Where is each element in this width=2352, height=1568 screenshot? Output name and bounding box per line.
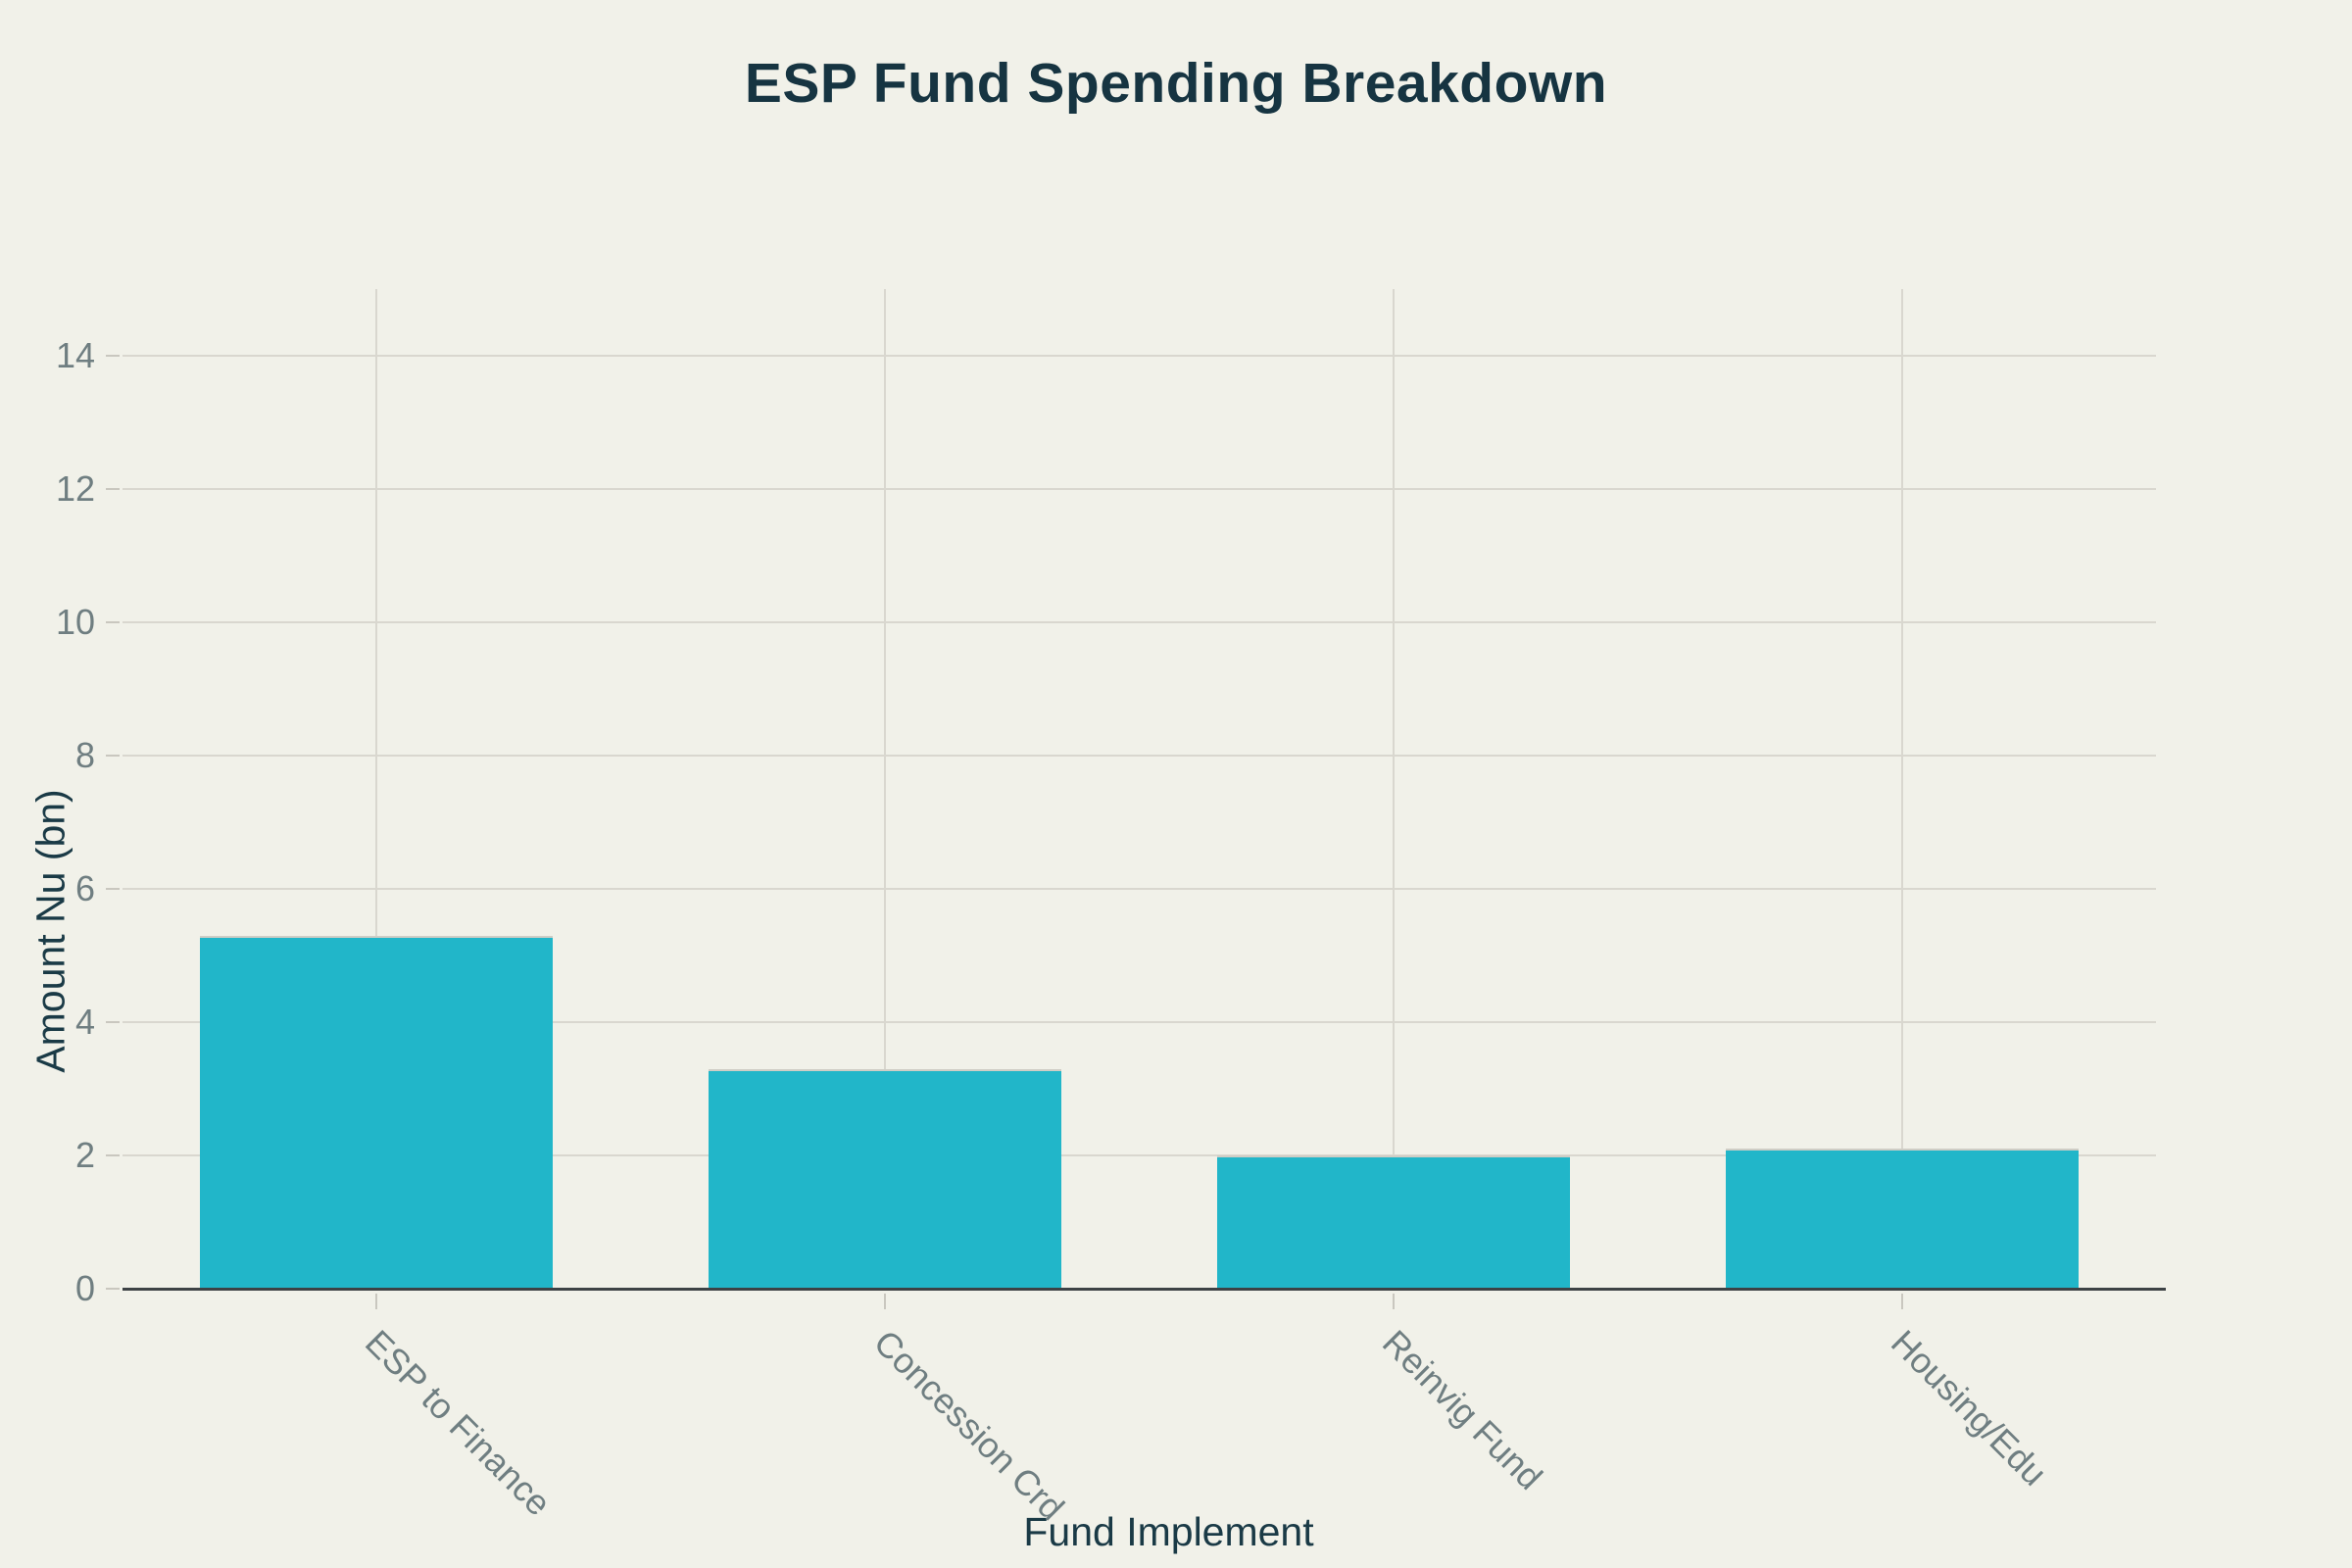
h-gridline: [122, 355, 2156, 357]
y-tick-label: 6: [74, 868, 95, 908]
chart-title: ESP Fund Spending Breakdown: [744, 52, 1608, 115]
x-tick-label: Housing/Edu: [1883, 1322, 2055, 1494]
x-axis-line: [122, 1288, 2166, 1291]
h-gridline: [122, 888, 2156, 890]
x-tick-mark: [884, 1294, 887, 1309]
h-gridline: [122, 1154, 2156, 1156]
bar: [709, 1068, 1062, 1289]
y-tick-label: 14: [55, 335, 95, 375]
h-gridline: [122, 621, 2156, 623]
v-gridline: [884, 289, 887, 1289]
y-tick-mark: [106, 1154, 120, 1156]
y-tick-mark: [106, 1021, 120, 1023]
y-tick-mark: [106, 888, 120, 890]
v-gridline: [375, 289, 378, 1289]
y-tick-label: 4: [74, 1002, 95, 1042]
y-tick-label: 8: [74, 735, 95, 775]
x-tick-label: Reinvig Fund: [1374, 1322, 1550, 1497]
bar: [1725, 1149, 2079, 1289]
y-tick-label: 0: [74, 1268, 95, 1308]
y-tick-mark: [106, 755, 120, 757]
bar: [200, 935, 554, 1289]
x-tick-mark: [375, 1294, 378, 1309]
y-tick-mark: [106, 621, 120, 623]
y-tick-mark: [106, 488, 120, 490]
y-tick-label: 10: [55, 602, 95, 642]
plot-area: [122, 289, 2156, 1289]
y-tick-mark: [106, 1288, 120, 1290]
v-gridline: [1392, 289, 1395, 1289]
x-tick-mark: [1392, 1294, 1395, 1309]
h-gridline: [122, 1021, 2156, 1023]
v-gridline: [1900, 289, 1903, 1289]
x-tick-mark: [1900, 1294, 1903, 1309]
h-gridline: [122, 755, 2156, 757]
h-gridline: [122, 488, 2156, 490]
y-tick-label: 2: [74, 1135, 95, 1175]
x-axis-title: Fund Implement: [1023, 1509, 1314, 1554]
x-tick-label: Concession Crd: [866, 1322, 1073, 1529]
y-tick-mark: [106, 355, 120, 357]
bar: [1216, 1155, 1570, 1289]
x-tick-label: ESP to Finance: [358, 1322, 560, 1524]
y-tick-label: 12: [55, 468, 95, 509]
